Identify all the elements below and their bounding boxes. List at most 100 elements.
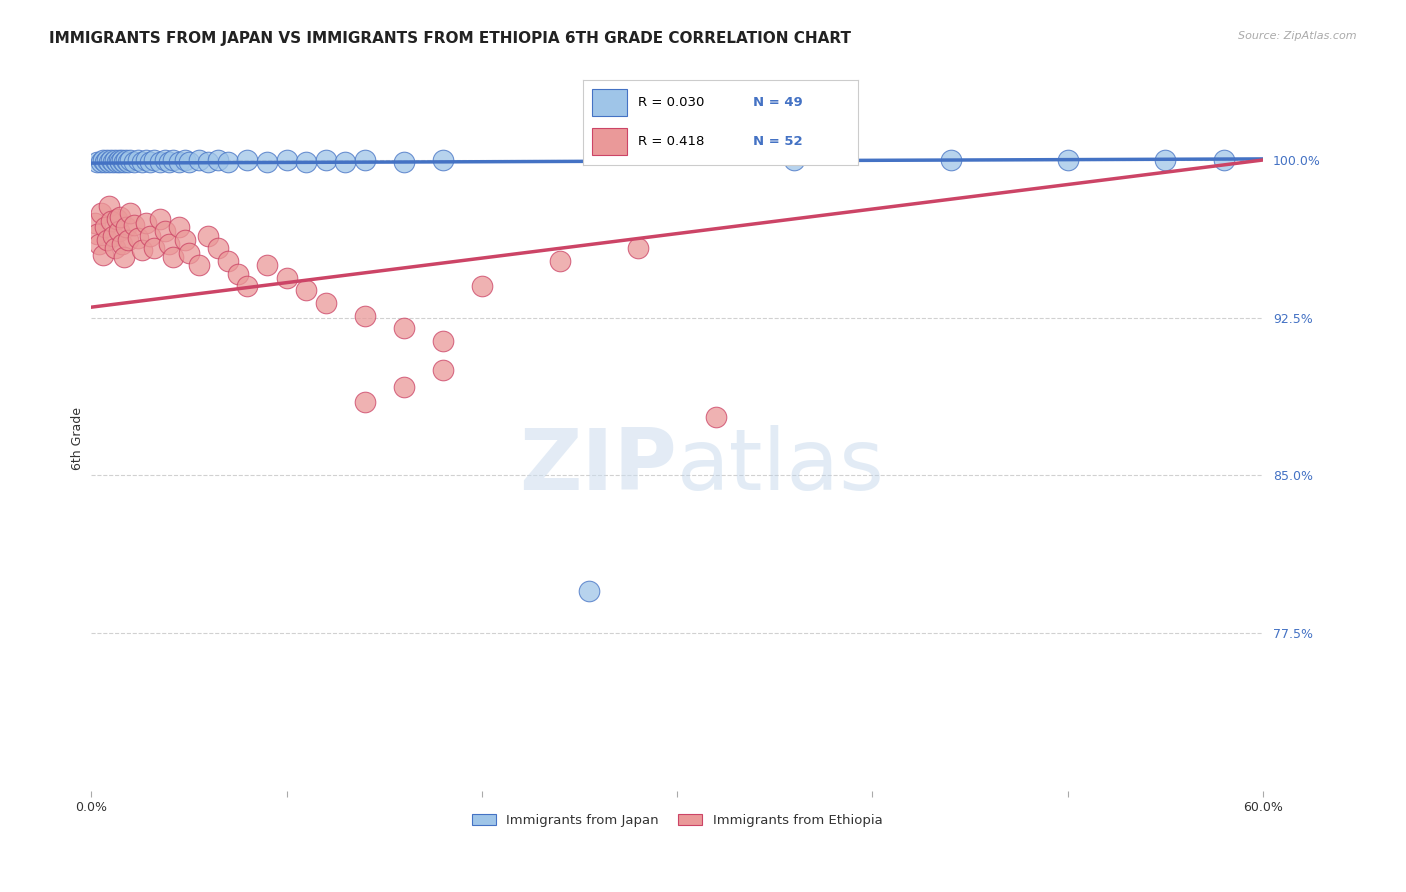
Point xyxy=(107,153,129,167)
Point xyxy=(704,409,727,424)
Point xyxy=(353,394,375,409)
Point xyxy=(295,155,318,169)
Point xyxy=(207,241,229,255)
Point xyxy=(353,309,375,323)
Point xyxy=(627,241,650,255)
Point xyxy=(256,155,278,169)
Point xyxy=(167,155,190,169)
Y-axis label: 6th Grade: 6th Grade xyxy=(72,407,84,470)
Text: R = 0.418: R = 0.418 xyxy=(638,135,704,148)
Point xyxy=(91,247,114,261)
Point xyxy=(295,284,318,298)
Point xyxy=(197,228,219,243)
Point xyxy=(131,244,153,258)
Point xyxy=(148,155,170,169)
Point xyxy=(1154,153,1177,167)
Point xyxy=(105,211,128,226)
Point xyxy=(120,205,142,219)
Text: R = 0.030: R = 0.030 xyxy=(638,95,704,109)
Point xyxy=(177,155,200,169)
Point xyxy=(353,153,375,167)
Point xyxy=(392,155,415,169)
Point xyxy=(94,220,117,235)
Point xyxy=(120,153,142,167)
Point xyxy=(142,153,165,167)
Point xyxy=(548,254,571,268)
Point xyxy=(111,153,134,167)
Point xyxy=(139,155,162,169)
Text: ZIP: ZIP xyxy=(519,425,678,508)
Point xyxy=(110,155,132,169)
Point xyxy=(162,153,184,167)
Point xyxy=(236,279,259,293)
Point xyxy=(236,153,259,167)
Point xyxy=(86,155,108,169)
Point xyxy=(112,250,135,264)
Text: N = 49: N = 49 xyxy=(754,95,803,109)
Point xyxy=(392,321,415,335)
Point xyxy=(197,155,219,169)
Point xyxy=(101,228,124,243)
Point xyxy=(97,199,120,213)
Point xyxy=(142,241,165,255)
Point xyxy=(187,258,209,272)
Point xyxy=(115,220,138,235)
Legend: Immigrants from Japan, Immigrants from Ethiopia: Immigrants from Japan, Immigrants from E… xyxy=(465,807,889,834)
Point xyxy=(217,254,239,268)
Point xyxy=(1213,153,1236,167)
Point xyxy=(111,237,134,252)
Text: IMMIGRANTS FROM JAPAN VS IMMIGRANTS FROM ETHIOPIA 6TH GRADE CORRELATION CHART: IMMIGRANTS FROM JAPAN VS IMMIGRANTS FROM… xyxy=(49,31,851,46)
Point xyxy=(217,155,239,169)
Bar xyxy=(592,128,627,155)
Point xyxy=(100,214,122,228)
Point xyxy=(471,279,494,293)
Point xyxy=(90,155,112,169)
Point xyxy=(392,380,415,394)
Point xyxy=(105,155,128,169)
Point xyxy=(256,258,278,272)
Text: atlas: atlas xyxy=(678,425,886,508)
Point xyxy=(101,155,124,169)
Point xyxy=(117,155,139,169)
Point xyxy=(91,153,114,167)
Point xyxy=(157,155,180,169)
Point xyxy=(84,216,107,230)
Text: Source: ZipAtlas.com: Source: ZipAtlas.com xyxy=(1239,31,1357,41)
Point xyxy=(87,237,110,252)
Point xyxy=(162,250,184,264)
Point xyxy=(155,153,177,167)
Point xyxy=(174,153,197,167)
Point xyxy=(432,363,454,377)
Point xyxy=(110,210,132,224)
Point xyxy=(432,334,454,348)
Point xyxy=(315,296,337,310)
Point xyxy=(100,153,122,167)
Point xyxy=(276,270,298,285)
Point xyxy=(157,237,180,252)
Point xyxy=(135,216,157,230)
Point xyxy=(117,233,139,247)
Point xyxy=(131,155,153,169)
Point xyxy=(104,241,127,255)
Point xyxy=(90,205,112,219)
Point xyxy=(276,153,298,167)
Point xyxy=(1056,153,1078,167)
Point xyxy=(104,153,127,167)
Point xyxy=(148,211,170,226)
Point xyxy=(315,153,337,167)
Point xyxy=(139,228,162,243)
Point xyxy=(432,153,454,167)
Point xyxy=(177,245,200,260)
Bar xyxy=(592,89,627,116)
Point xyxy=(333,155,356,169)
Point xyxy=(167,220,190,235)
Point xyxy=(107,225,129,239)
Point xyxy=(96,233,118,247)
Point xyxy=(187,153,209,167)
Point xyxy=(96,153,118,167)
Point xyxy=(226,267,249,281)
Point xyxy=(207,153,229,167)
Point xyxy=(122,155,145,169)
Point xyxy=(155,225,177,239)
Point xyxy=(174,233,197,247)
